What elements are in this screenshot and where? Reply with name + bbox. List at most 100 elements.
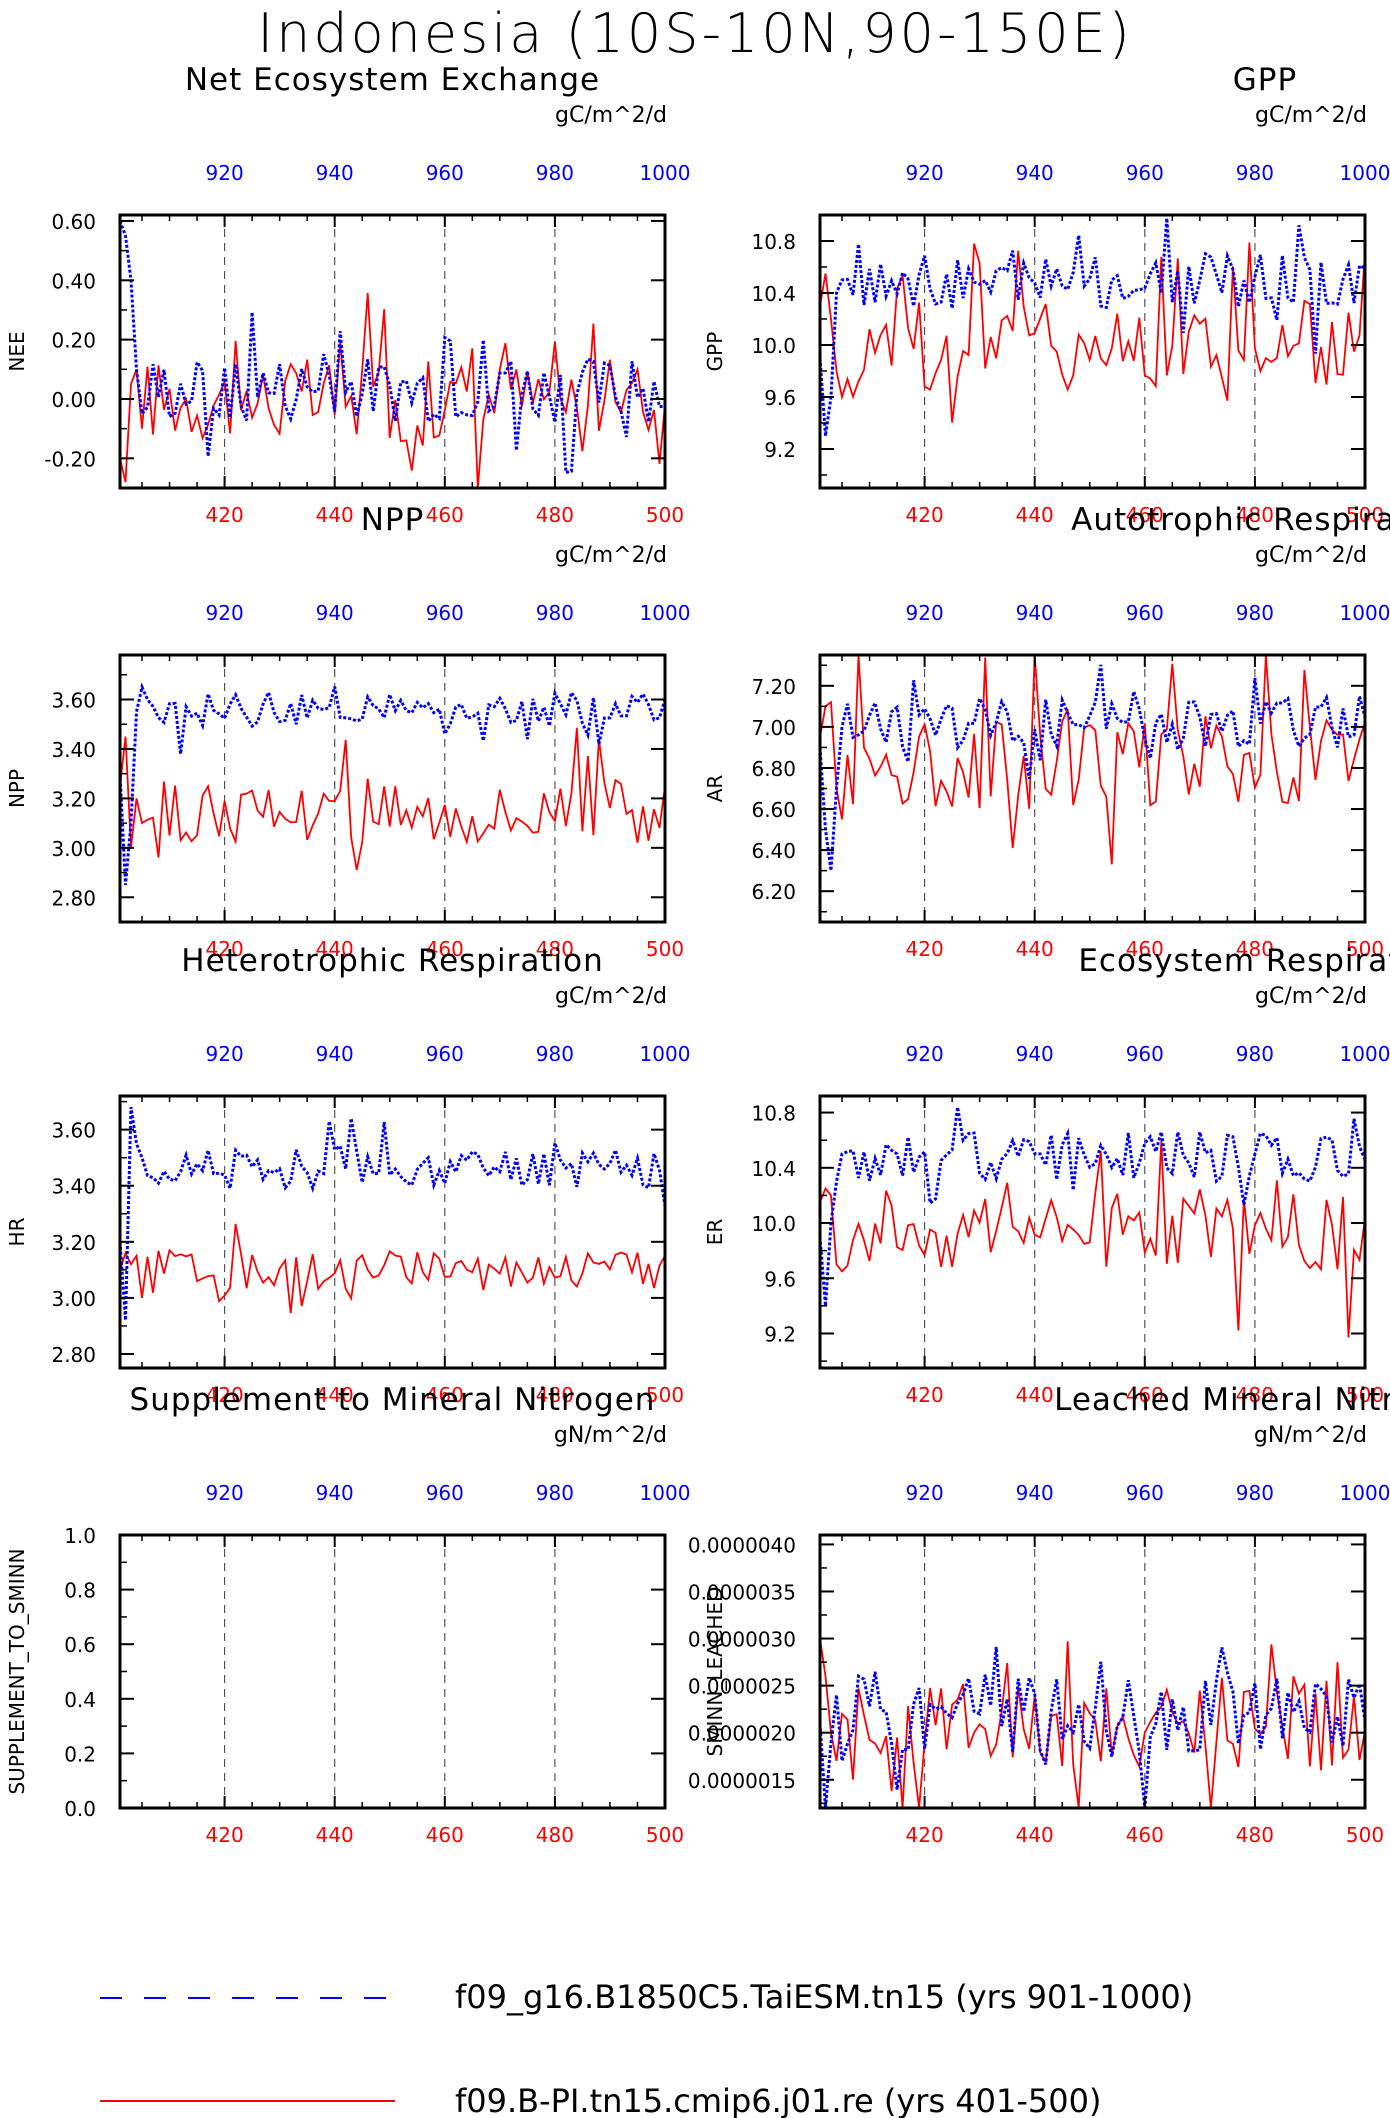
x-tick-label-bottom: 440 <box>316 1383 354 1407</box>
x-tick-label-bottom: 440 <box>316 1823 354 1847</box>
units-label: gC/m^2/d <box>555 984 667 1009</box>
x-tick-label-bottom: 500 <box>1346 937 1384 961</box>
x-tick-label-top: 960 <box>1126 1042 1164 1066</box>
y-tick-label: 2.80 <box>51 886 96 910</box>
x-tick-label-top: 920 <box>906 161 944 185</box>
x-tick-label-bottom: 500 <box>1346 503 1384 527</box>
panel-ar: Autotrophic Respiration gC/m^2/d 6.20 6.40 6… <box>703 502 1390 961</box>
x-tick-label-top: 960 <box>1126 601 1164 625</box>
units-label: gC/m^2/d <box>555 543 667 568</box>
y-tick-label: 3.20 <box>51 787 96 811</box>
panel-title: Leached Mineral Nitrogen <box>1054 1382 1390 1418</box>
y-tick-label: 1.0 <box>64 1524 96 1548</box>
y-tick-label: 3.20 <box>51 1231 96 1255</box>
units-label: gC/m^2/d <box>1255 543 1367 568</box>
x-tick-label-bottom: 460 <box>1126 937 1164 961</box>
x-tick-label-bottom: 460 <box>426 1383 464 1407</box>
panel-title: Heterotrophic Respiration <box>181 943 603 979</box>
series-line-case2 <box>119 293 666 489</box>
panel-title: GPP <box>1233 62 1297 98</box>
y-tick-label: 10.8 <box>751 230 796 254</box>
x-tick-label-bottom: 420 <box>906 1823 944 1847</box>
x-tick-label-bottom: 480 <box>536 1383 574 1407</box>
x-tick-label-top: 920 <box>206 161 244 185</box>
plot-frame <box>118 653 667 924</box>
x-tick-label-bottom: 500 <box>646 1383 684 1407</box>
legend-label-case1: f09_g16.B1850C5.TaiESM.tn15 (yrs 901-100… <box>455 1978 1193 2016</box>
y-tick-label: 0.8 <box>64 1579 96 1603</box>
x-tick-label-bottom: 460 <box>426 1823 464 1847</box>
plot-frame <box>818 653 1367 924</box>
y-tick-label: 0.40 <box>51 269 96 293</box>
x-tick-label-top: 960 <box>426 601 464 625</box>
x-tick-label-bottom: 500 <box>646 1823 684 1847</box>
x-tick-label-bottom: 460 <box>426 503 464 527</box>
y-tick-label: 3.40 <box>51 1175 96 1199</box>
series-line-case1 <box>818 664 1367 871</box>
y-tick-label: 6.40 <box>751 839 796 863</box>
x-tick-label-top: 980 <box>536 601 574 625</box>
y-tick-label: 0.0000025 <box>688 1675 796 1699</box>
legend-label-case2: f09.B-PI.tn15.cmip6.j01.re (yrs 401-500) <box>455 2082 1101 2118</box>
y-tick-label: 0.0000015 <box>688 1769 796 1793</box>
series-line-case1 <box>818 1646 1367 1809</box>
y-tick-label: 0.0000035 <box>688 1580 796 1604</box>
plot-frame <box>818 213 1367 490</box>
x-tick-label-bottom: 440 <box>316 937 354 961</box>
y-tick-label: 2.80 <box>51 1343 96 1367</box>
y-tick-label: 9.2 <box>764 1322 796 1346</box>
series-line-case2 <box>819 654 1366 865</box>
y-tick-label: 10.0 <box>751 1212 796 1236</box>
panel-title: Net Ecosystem Exchange <box>185 62 600 98</box>
x-tick-label-bottom: 460 <box>1126 1383 1164 1407</box>
x-tick-label-bottom: 440 <box>1016 503 1054 527</box>
panel-sminn_leached: Leached Mineral Nitrogen gN/m^2/d 0.000001… <box>688 1382 1390 1847</box>
x-tick-label-top: 920 <box>906 601 944 625</box>
x-tick-label-bottom: 500 <box>646 937 684 961</box>
y-tick-label: 9.6 <box>764 386 796 410</box>
panel-hr: Heterotrophic Respiration gC/m^2/d 2.80 3.0… <box>5 943 690 1407</box>
x-tick-label-bottom: 420 <box>206 937 244 961</box>
x-tick-label-top: 980 <box>536 161 574 185</box>
panel-title: Autotrophic Respiration <box>1071 502 1390 538</box>
x-tick-label-top: 1000 <box>1340 601 1390 625</box>
panel-er: Ecosystem Respiration gC/m^2/d 9.2 9.6 10.0 1… <box>703 943 1390 1407</box>
x-tick-label-top: 920 <box>906 1042 944 1066</box>
x-tick-label-bottom: 460 <box>1126 1823 1164 1847</box>
x-tick-label-bottom: 460 <box>426 937 464 961</box>
x-tick-label-bottom: 480 <box>536 937 574 961</box>
x-tick-label-top: 980 <box>1236 1481 1274 1505</box>
panel-supplement_to_sminn: Supplement to Mineral Nitrogen gN/m^2/d 0.… <box>5 1382 690 1847</box>
y-tick-label: 0.20 <box>51 329 96 353</box>
x-tick-label-top: 1000 <box>640 161 691 185</box>
x-tick-label-bottom: 500 <box>646 503 684 527</box>
y-tick-label: 9.2 <box>764 438 796 462</box>
x-tick-label-bottom: 420 <box>206 1823 244 1847</box>
x-tick-label-top: 920 <box>206 1042 244 1066</box>
x-tick-label-top: 980 <box>1236 161 1274 185</box>
x-tick-label-top: 940 <box>1016 1042 1054 1066</box>
units-label: gN/m^2/d <box>1254 1423 1367 1448</box>
y-tick-label: 6.20 <box>751 880 796 904</box>
units-label: gC/m^2/d <box>1255 984 1367 1009</box>
y-axis-label: GPP <box>703 332 727 372</box>
x-tick-label-top: 1000 <box>640 1481 691 1505</box>
y-tick-label: 10.0 <box>751 334 796 358</box>
x-tick-label-top: 940 <box>1016 601 1054 625</box>
x-tick-label-top: 920 <box>906 1481 944 1505</box>
series-line-case2 <box>819 242 1366 423</box>
y-tick-label: 7.20 <box>751 675 796 699</box>
y-tick-label: 3.40 <box>51 738 96 762</box>
y-tick-label: 0.0000020 <box>688 1722 796 1746</box>
y-tick-label: 10.4 <box>751 1157 796 1181</box>
y-tick-label: -0.20 <box>44 447 96 471</box>
x-tick-label-top: 1000 <box>1340 161 1390 185</box>
legend: f09_g16.B1850C5.TaiESM.tn15 (yrs 901-100… <box>100 1978 1193 2118</box>
plot-frame <box>818 1094 1367 1370</box>
plot-frame <box>118 213 667 490</box>
y-tick-label: 0.0 <box>64 1797 96 1821</box>
series-line-case1 <box>118 220 665 475</box>
y-tick-label: 10.8 <box>751 1102 796 1126</box>
chart-panels: Net Ecosystem Exchange gC/m^2/d -0.20 0.000… <box>5 62 1390 1847</box>
x-tick-label-bottom: 480 <box>1236 503 1274 527</box>
